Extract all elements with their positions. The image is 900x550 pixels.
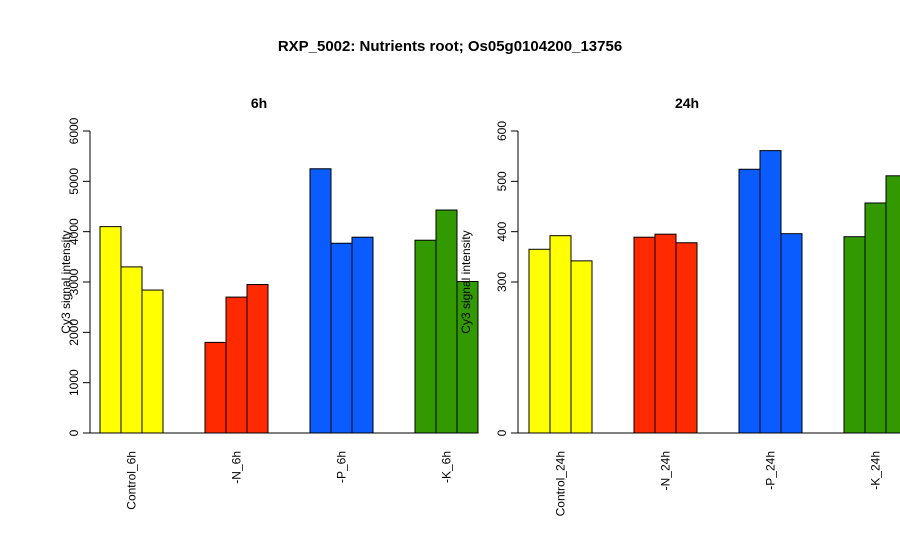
x-tick-label: -N_6h — [230, 451, 244, 484]
bar-0-0 — [528, 248, 551, 434]
y-tick-label: 1000 — [67, 369, 81, 396]
y-tick-label: 300 — [495, 272, 509, 292]
x-tick-label: -N_24h — [659, 451, 673, 490]
chart-panel-0: 6h 0 1000 2000 3000 4000 5000 6000 Cy3 signal in… — [59, 95, 479, 510]
bar-3-0 — [414, 239, 437, 434]
bar-3-1 — [864, 202, 887, 434]
bar-2-1 — [759, 150, 782, 434]
y-tick-label: 600 — [495, 121, 509, 141]
panel-title: 6h — [251, 95, 267, 111]
bar-0-0 — [99, 226, 122, 434]
bar-1-1 — [225, 296, 248, 434]
bar-1-2 — [246, 284, 269, 434]
bar-1-2 — [675, 242, 698, 434]
bar-0-1 — [120, 266, 143, 434]
y-tick-label: 400 — [495, 221, 509, 241]
bar-2-2 — [351, 236, 374, 434]
y-axis-label: Cy3 signal intensity — [59, 230, 73, 333]
figure-title: RXP_5002: Nutrients root; Os05g0104200_1… — [277, 38, 623, 55]
bar-0-2 — [141, 289, 164, 434]
y-tick-label: 2000 — [67, 319, 81, 346]
y-tick-label: 4000 — [67, 218, 81, 245]
bar-3-0 — [843, 236, 866, 434]
bar-1-0 — [633, 236, 656, 434]
bar-0-2 — [570, 260, 593, 434]
bar-2-2 — [780, 233, 803, 434]
x-tick-label: -K_24h — [869, 451, 883, 490]
y-tick-label: 5000 — [67, 168, 81, 195]
y-tick-label: 500 — [495, 171, 509, 191]
y-tick-label: 6000 — [67, 117, 81, 144]
bar-2-0 — [738, 168, 761, 434]
bar-2-0 — [309, 168, 332, 434]
bar-0-1 — [549, 235, 572, 434]
y-tick-label: 0 — [67, 429, 81, 436]
panel-title: 24h — [675, 95, 699, 111]
y-tick-label: 3000 — [67, 268, 81, 295]
chart-panel-1: 24h 0 300 400 500 600 Cy3 signal intensity Cont… — [459, 95, 900, 516]
bar-1-1 — [654, 233, 677, 434]
bar-3-2 — [456, 280, 479, 434]
x-tick-label: Control_6h — [125, 451, 139, 510]
bar-1-0 — [204, 341, 227, 434]
x-tick-label: Control_24h — [554, 451, 568, 516]
x-tick-label: -P_6h — [335, 451, 349, 483]
x-tick-label: -P_24h — [764, 451, 778, 490]
bar-2-1 — [330, 242, 353, 434]
x-tick-label: -K_6h — [440, 451, 454, 483]
bar-3-2 — [885, 175, 900, 434]
y-tick-label: 0 — [495, 429, 509, 436]
bar-3-1 — [435, 209, 458, 434]
y-axis-label: Cy3 signal intensity — [459, 230, 473, 333]
